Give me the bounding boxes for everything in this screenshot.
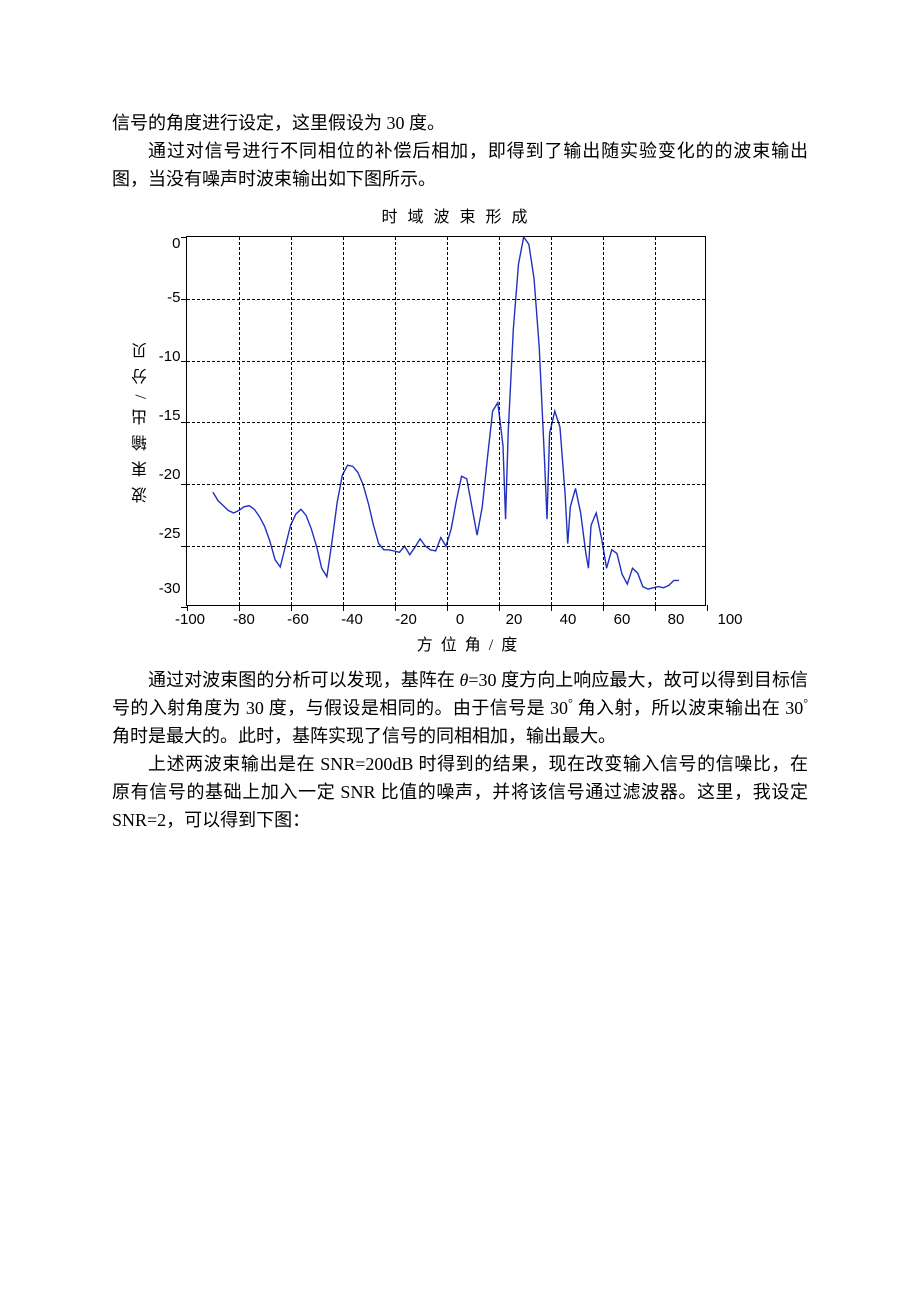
chart-canvas: [186, 236, 706, 606]
paragraph-2: 通过对信号进行不同相位的补偿后相加，即得到了输出随实验变化的的波束输出图，当没有…: [112, 138, 808, 194]
p3-c: 角入射，所以波束输出在 30: [573, 698, 803, 718]
y-axis-label: 波 束 输 出 / 分 贝: [126, 236, 159, 606]
chart-title: 时 域 波 束 形 成: [126, 206, 746, 231]
paragraph-4: 上述两波束输出是在 SNR=200dB 时得到的结果，现在改变输入信号的信噪比，…: [112, 751, 808, 835]
x-axis-label: 方 位 角 / 度: [126, 634, 746, 659]
paragraph-3: 通过对波束图的分析可以发现，基阵在 θ=30 度方向上响应最大，故可以得到目标信…: [112, 667, 808, 752]
chart-line: [187, 237, 705, 605]
p3-d: 角时是最大的。此时，基阵实现了信号的同相相加，输出最大。: [112, 726, 616, 746]
y-tick-labels: 0-5-10-15-20-25-30: [159, 236, 187, 606]
beamforming-chart: 时 域 波 束 形 成 波 束 输 出 / 分 贝 0-5-10-15-20-2…: [126, 206, 746, 659]
x-tick-labels: -100-80-60-40-20020406080100: [190, 606, 730, 631]
degree-symbol-2: °: [803, 696, 808, 710]
paragraph-1: 信号的角度进行设定，这里假设为 30 度。: [112, 110, 808, 138]
p3-a: 通过对波束图的分析可以发现，基阵在: [148, 670, 460, 690]
